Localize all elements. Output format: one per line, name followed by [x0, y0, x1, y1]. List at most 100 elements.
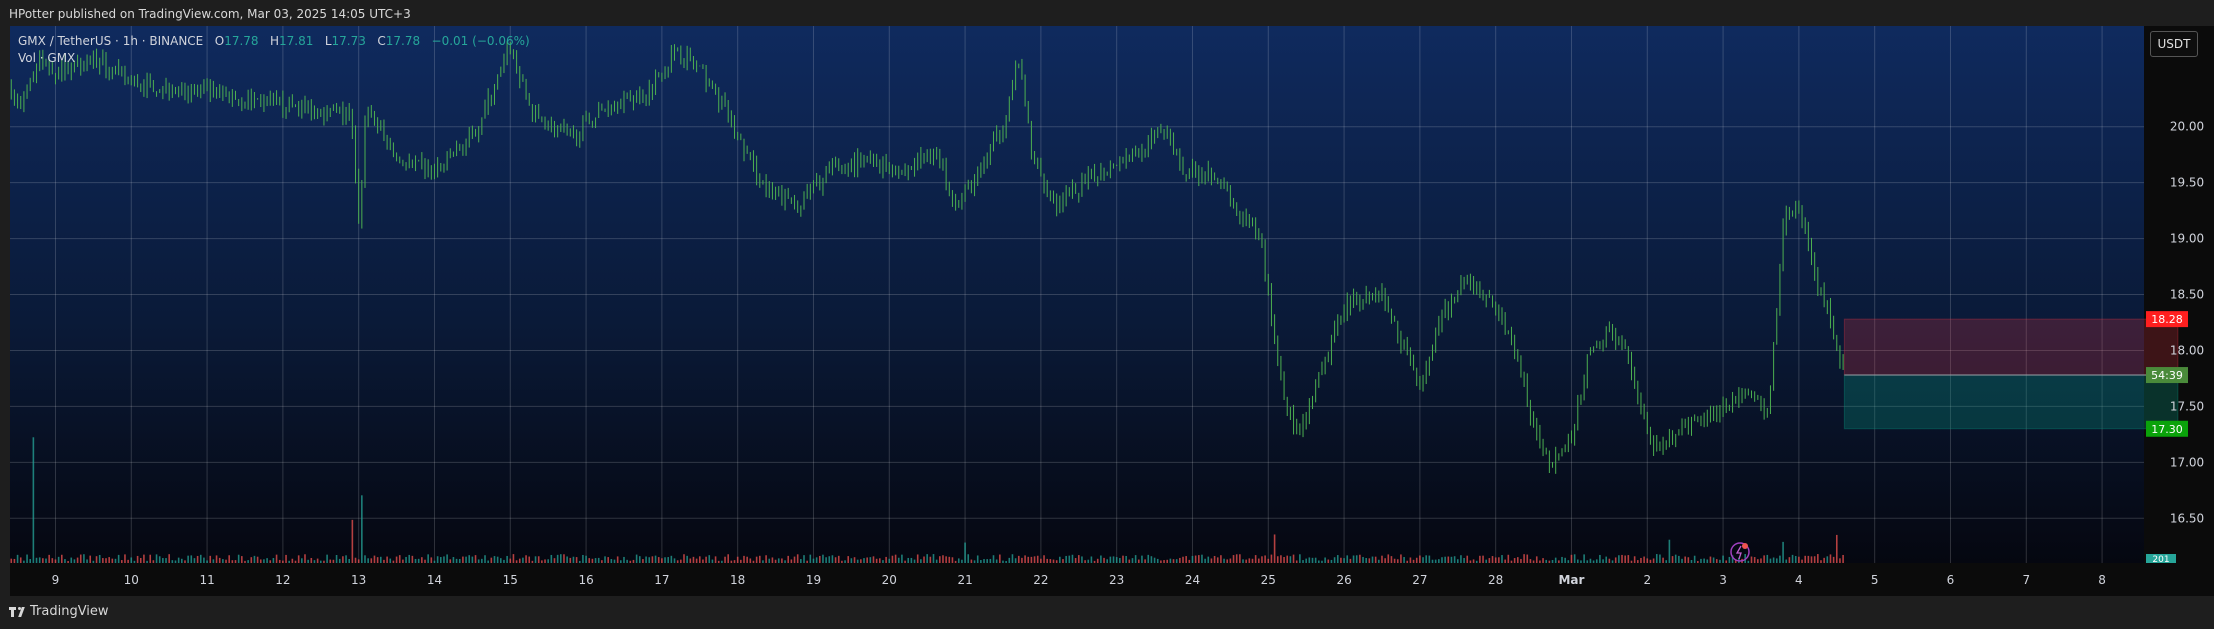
volume-bar — [1545, 559, 1548, 563]
volume-bar — [414, 558, 417, 563]
volume-bar — [1520, 558, 1522, 563]
volume-bar — [237, 554, 240, 563]
volume-bar — [1122, 555, 1124, 563]
volume-bar — [1760, 558, 1762, 563]
volume-bar — [578, 560, 581, 563]
volume-bar — [162, 558, 164, 563]
currency-button[interactable]: USDT — [2150, 31, 2198, 57]
volume-bar — [632, 559, 635, 563]
volume-bar — [888, 558, 891, 563]
volume-bar — [1576, 559, 1579, 563]
volume-bar — [386, 556, 388, 563]
volume-bar — [724, 556, 726, 563]
chart[interactable]: 20.00 19.50 19.00 18.50 18.00 17.50 17.00 16.50… — [0, 26, 2214, 596]
volume-bar — [976, 555, 979, 563]
volume-bar — [285, 554, 287, 563]
volume-bar — [1551, 560, 1554, 563]
time-axis[interactable] — [10, 563, 2144, 596]
volume-bar — [939, 556, 941, 563]
volume-bar — [1131, 558, 1134, 563]
target-price-tag-text: 17.30 — [2151, 423, 2183, 436]
volume-bar — [1220, 555, 1222, 563]
volume-bar — [1570, 554, 1573, 563]
volume-bar — [269, 560, 272, 563]
volume-bar — [1791, 554, 1794, 563]
volume-bar — [1693, 555, 1696, 563]
volume-bar — [1539, 560, 1541, 563]
volume-bar — [1444, 556, 1446, 563]
volume-bar — [1393, 558, 1396, 563]
volume-bar — [105, 558, 107, 563]
volume-bar — [275, 554, 278, 563]
volume-bar — [244, 560, 246, 563]
change-value: −0.01 (−0.06%) — [431, 34, 530, 48]
volume-bar — [76, 557, 79, 563]
volume-bar — [597, 557, 600, 563]
y-tick-label: 19.50 — [2170, 176, 2204, 190]
volume-bar — [992, 555, 995, 563]
long-position-tool[interactable] — [1843, 318, 2179, 430]
volume-bar — [215, 555, 218, 563]
volume-bar — [1096, 558, 1099, 563]
volume-bar — [1396, 559, 1399, 563]
volume-bar — [256, 556, 259, 563]
volume-bar — [13, 558, 16, 563]
volume-bar — [1147, 554, 1150, 563]
volume-bar — [1498, 557, 1500, 563]
volume-bar — [1276, 556, 1279, 563]
volume-bar — [1475, 560, 1478, 563]
volume-bar — [1378, 559, 1380, 563]
volume-bar — [1065, 555, 1067, 563]
stop-price-tag-text: 18.28 — [2151, 313, 2183, 326]
volume-bar — [1125, 555, 1127, 563]
price-axis[interactable] — [2144, 26, 2214, 596]
x-tick-label: 27 — [1412, 573, 1427, 587]
volume-bar — [136, 555, 139, 563]
close-value: 17.78 — [385, 34, 421, 48]
volume-bar — [1561, 556, 1563, 563]
volume-bar — [1302, 560, 1304, 563]
volume-bar — [692, 556, 695, 563]
volume-bar — [484, 555, 486, 563]
volume-bar — [1289, 556, 1292, 563]
volume-bar — [468, 555, 471, 563]
volume-bar — [373, 555, 376, 563]
volume-bar — [294, 560, 297, 563]
volume-bar — [354, 557, 357, 563]
volume-bar — [1453, 556, 1456, 563]
volume-bar — [57, 556, 60, 563]
countdown-tag-text: 54:39 — [2151, 369, 2183, 382]
volume-bar — [474, 555, 477, 563]
volume-bar — [686, 555, 688, 563]
volume-bar — [1008, 557, 1011, 563]
tradingview-logo[interactable]: TradingView — [9, 604, 109, 619]
volume-bar — [755, 556, 758, 563]
volume-bar — [1817, 554, 1819, 563]
volume-bar — [860, 559, 862, 563]
volume-bar — [1652, 558, 1655, 563]
x-tick-label: 25 — [1261, 573, 1276, 587]
volume-bar — [1485, 559, 1488, 563]
volume-label[interactable]: Vol · GMX — [18, 51, 76, 65]
volume-bar — [1621, 554, 1623, 563]
volume-bar — [850, 558, 853, 563]
volume-bar — [541, 560, 543, 563]
volume-bar — [689, 558, 692, 563]
alert-icon[interactable] — [1730, 542, 1750, 562]
volume-bar — [1807, 555, 1810, 563]
x-tick-label: 5 — [1871, 573, 1879, 587]
volume-bar — [910, 557, 913, 563]
volume-bar — [1226, 559, 1229, 563]
volume-bar — [1678, 555, 1680, 563]
volume-bar — [951, 557, 954, 563]
volume-bar — [651, 556, 654, 563]
symbol-line[interactable]: GMX / TetherUS · 1h · BINANCE — [18, 34, 204, 48]
volume-bar — [1103, 557, 1105, 563]
volume-bar — [395, 556, 398, 563]
volume-bar — [436, 556, 439, 563]
volume-bar — [901, 554, 903, 563]
volume-bar — [648, 557, 651, 563]
volume-bar — [1172, 559, 1175, 563]
volume-bar — [171, 560, 174, 563]
volume-bar — [1090, 556, 1093, 563]
